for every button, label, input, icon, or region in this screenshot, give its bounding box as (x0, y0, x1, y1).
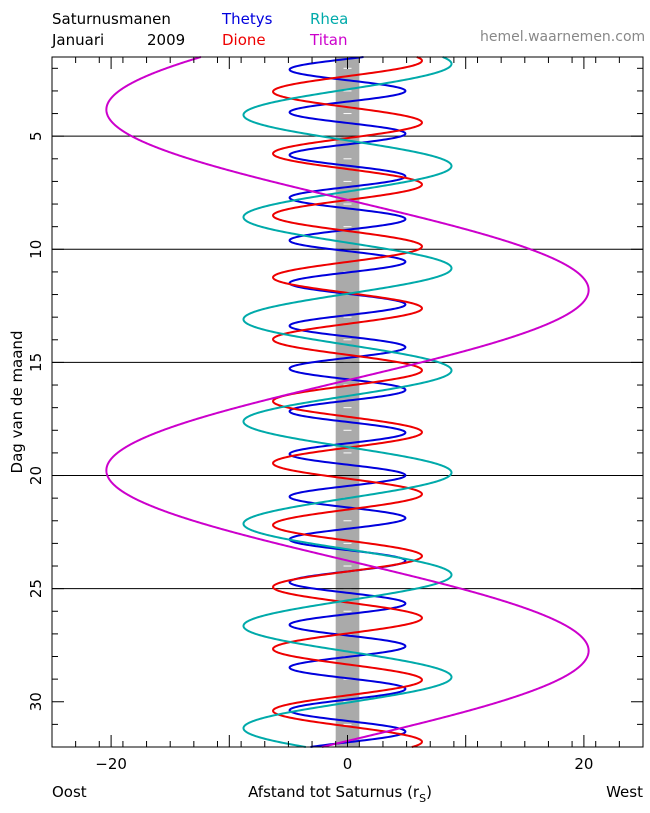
grid-lines (52, 135, 643, 590)
x-tick-label: 20 (574, 755, 593, 773)
chart-title-month: Januari (52, 31, 105, 49)
legend-dione: Dione (222, 31, 266, 49)
source-credit: hemel.waarnemen.com (480, 29, 646, 45)
x-axis-label-sub: S (419, 792, 426, 805)
x-tick-label: −20 (95, 755, 127, 773)
x-axis-label-close: ) (426, 783, 432, 801)
y-tick-label: 25 (27, 579, 45, 598)
series-thetys (288, 56, 407, 748)
y-tick-label: 20 (27, 466, 45, 485)
tick-labels: −20 0 20 5 10 15 20 25 30 (27, 131, 593, 773)
y-tick-label: 15 (27, 353, 45, 372)
y-tick-label: 5 (27, 131, 45, 141)
legend-titan: Titan (310, 31, 347, 49)
x-axis-label-main: Afstand tot Saturnus (r (248, 783, 420, 801)
x-tick-label: 0 (343, 755, 353, 773)
legend-rhea-label: Rhea (310, 10, 349, 28)
y-tick-label: 10 (27, 240, 45, 259)
legend-thetys: Thetys (222, 10, 272, 28)
series-dione (272, 56, 423, 748)
series-titan (105, 56, 590, 748)
y-tick-label: 30 (27, 692, 45, 711)
legend-thetys-label: Thetys (222, 10, 273, 28)
east-label: Oost (52, 783, 87, 801)
chart-title-year: 2009 (147, 31, 186, 49)
west-label: West (606, 783, 643, 801)
legend-titan-label: Titan (310, 31, 348, 49)
y-axis-label: Dag van de maand (8, 331, 26, 474)
chart-title-line1: Saturnusmanen (52, 10, 171, 28)
legend-dione-label: Dione (222, 31, 266, 49)
x-axis-label: Afstand tot Saturnus (rS) (248, 783, 432, 805)
legend-rhea: Rhea (310, 10, 348, 28)
series-rhea (242, 56, 453, 748)
axis-ticks (51, 57, 644, 748)
series-lines (105, 56, 590, 748)
